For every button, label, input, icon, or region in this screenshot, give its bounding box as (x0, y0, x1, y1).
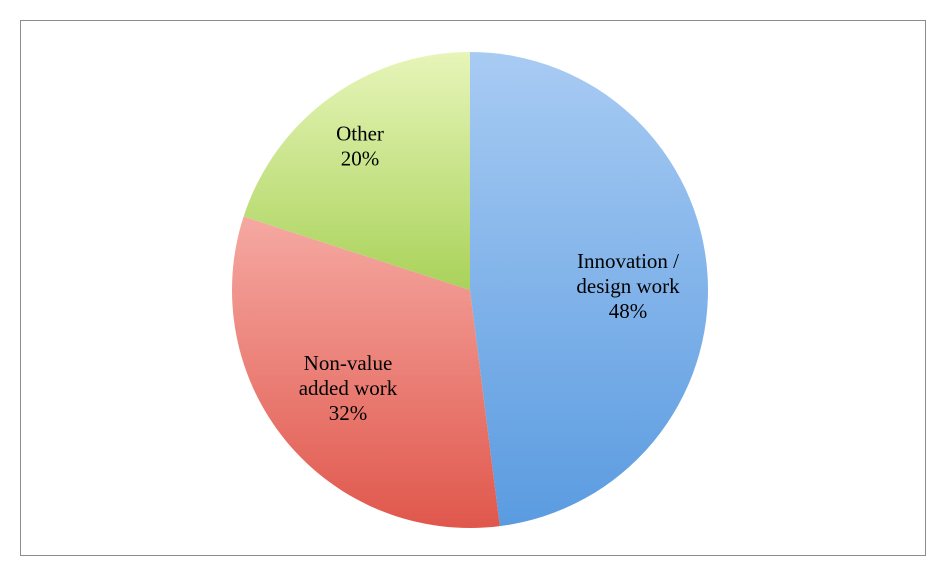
slice-label-other: Other 20% (336, 122, 384, 171)
slice-label-line: added work (299, 376, 398, 400)
pie-slice-non-value-added-work (231, 216, 500, 528)
slice-label-line: Other (336, 122, 384, 146)
slice-label-line: 48% (609, 299, 648, 323)
pie-slice-other (243, 52, 470, 290)
pie-slice-innovation-design-work (470, 52, 709, 527)
slice-label-line: 32% (329, 401, 368, 425)
slice-label-line: 20% (341, 147, 380, 171)
slice-label-line: design work (576, 274, 680, 298)
slice-label-line: Non-value (304, 351, 393, 375)
slice-label-line: Innovation / (577, 249, 679, 273)
slice-label-non-value-added-work: Non-value added work 32% (299, 351, 398, 425)
slice-label-innovation-design-work: Innovation / design work 48% (576, 249, 680, 323)
